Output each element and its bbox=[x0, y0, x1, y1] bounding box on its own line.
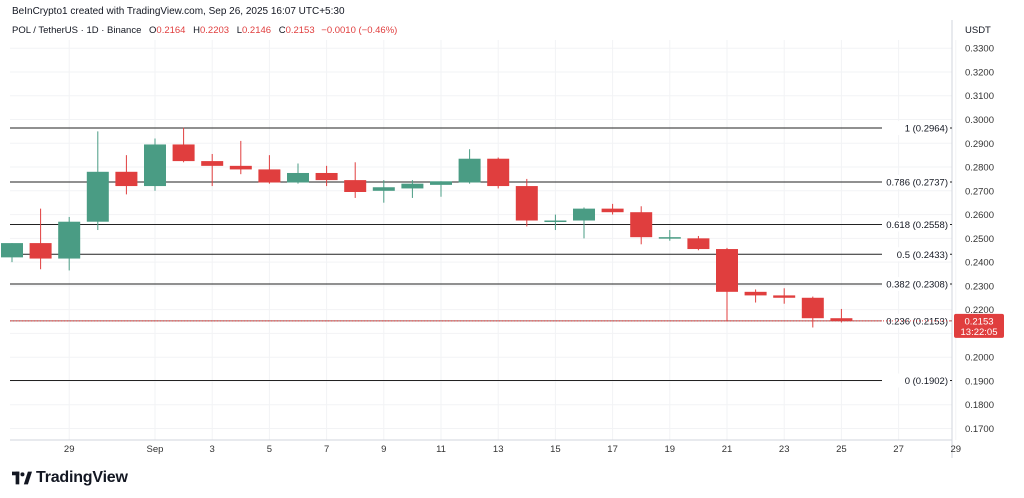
fib-level-label: 0 (0.1902) bbox=[905, 376, 948, 387]
candle-body-down[interactable] bbox=[258, 169, 281, 183]
change-value: −0.0010 (−0.46%) bbox=[321, 25, 398, 36]
low-value: 0.2146 bbox=[241, 25, 272, 36]
price-axis-label: 0.2000 bbox=[965, 353, 994, 364]
time-axis-label: 25 bbox=[836, 444, 847, 455]
time-axis-label: 15 bbox=[550, 444, 561, 455]
price-axis-label: 0.1800 bbox=[965, 400, 994, 411]
time-axis-label: 29 bbox=[951, 444, 962, 455]
low-label: L bbox=[236, 25, 242, 36]
price-axis-label: 0.3000 bbox=[965, 115, 994, 126]
time-axis-label: 29 bbox=[64, 444, 75, 455]
candle-body-down[interactable] bbox=[201, 161, 224, 166]
candle-body-up[interactable] bbox=[573, 208, 595, 221]
candle-body-up[interactable] bbox=[458, 158, 481, 183]
candle-body-down[interactable] bbox=[344, 180, 367, 192]
fib-label-background bbox=[882, 373, 950, 388]
symbol-legend[interactable]: POL / TetherUS · 1D · Binance O0.2164 H0… bbox=[12, 25, 397, 36]
open-value: 0.2164 bbox=[156, 25, 186, 36]
candle-body-up[interactable] bbox=[58, 221, 81, 259]
currency-label[interactable]: USDT bbox=[965, 25, 991, 36]
time-axis-label: 5 bbox=[267, 444, 272, 455]
candle-body-down[interactable] bbox=[630, 212, 653, 238]
fib-level-label: 1 (0.2964) bbox=[905, 124, 948, 135]
candle-body-down[interactable] bbox=[716, 249, 738, 292]
candle-body-down[interactable] bbox=[487, 158, 510, 187]
candle-body-up[interactable] bbox=[372, 187, 395, 191]
fib-level-label: 0.786 (0.2737) bbox=[886, 178, 948, 189]
candle-body-down[interactable] bbox=[229, 165, 252, 170]
price-axis-label: 0.3100 bbox=[965, 91, 994, 102]
price-axis-label: 0.2400 bbox=[965, 258, 994, 269]
time-axis-label: 7 bbox=[324, 444, 329, 455]
candle-body-up[interactable] bbox=[1, 243, 23, 258]
fib-label-background bbox=[882, 121, 950, 136]
price-axis-label: 0.1900 bbox=[965, 376, 994, 387]
last-price-tag-value: 0.2153 bbox=[964, 316, 993, 327]
candle-body-up[interactable] bbox=[287, 172, 309, 183]
candle-body-down[interactable] bbox=[687, 238, 710, 250]
candle-body-up[interactable] bbox=[430, 181, 452, 185]
candle-body-down[interactable] bbox=[773, 295, 796, 298]
candle-body-down[interactable] bbox=[315, 172, 338, 181]
candle-body-down[interactable] bbox=[744, 291, 767, 296]
fib-level-label: 0.618 (0.2558) bbox=[886, 220, 948, 231]
plot-area[interactable] bbox=[10, 40, 952, 440]
candle-body-down[interactable] bbox=[29, 243, 52, 259]
fib-label-background bbox=[882, 175, 950, 190]
price-axis-label: 0.2200 bbox=[965, 305, 994, 316]
fib-label-background bbox=[882, 247, 950, 262]
creator-caption: BeInCrypto1 created with TradingView.com… bbox=[12, 6, 345, 17]
time-axis-label: 17 bbox=[607, 444, 618, 455]
tradingview-logo-icon bbox=[12, 471, 32, 485]
candle-body-up[interactable] bbox=[658, 237, 681, 239]
time-axis-label: 21 bbox=[722, 444, 733, 455]
time-axis-label: 19 bbox=[665, 444, 676, 455]
high-label: H bbox=[193, 25, 200, 36]
fib-level-label: 0.236 (0.2153) bbox=[886, 316, 948, 327]
time-axis-label: 27 bbox=[893, 444, 904, 455]
close-value: 0.2153 bbox=[285, 25, 315, 36]
fib-label-background bbox=[882, 217, 950, 232]
price-axis-label: 0.2600 bbox=[965, 210, 994, 221]
time-axis-label: 3 bbox=[210, 444, 215, 455]
candle-body-down[interactable] bbox=[601, 208, 624, 213]
time-axis-label: 11 bbox=[436, 444, 446, 455]
time-axis-label: Sep bbox=[147, 444, 164, 455]
price-axis-label: 0.2900 bbox=[965, 139, 994, 150]
symbol-name[interactable]: POL / TetherUS · 1D · Binance bbox=[12, 25, 142, 36]
fib-level-label: 0.382 (0.2308) bbox=[886, 279, 948, 290]
price-axis-label: 0.2500 bbox=[965, 234, 994, 245]
candle-body-up[interactable] bbox=[401, 183, 424, 189]
candle-body-down[interactable] bbox=[830, 318, 853, 321]
tradingview-logo-text: TradingView bbox=[36, 469, 128, 486]
time-axis-label: 23 bbox=[779, 444, 790, 455]
candle-body-up[interactable] bbox=[86, 171, 109, 222]
time-axis-label: 13 bbox=[493, 444, 504, 455]
time-axis-label: 9 bbox=[381, 444, 386, 455]
price-axis-label: 0.2800 bbox=[965, 163, 994, 174]
fib-label-background bbox=[882, 276, 950, 291]
candle-body-down[interactable] bbox=[515, 186, 538, 221]
candle-body-down[interactable] bbox=[115, 171, 138, 187]
candle-body-down[interactable] bbox=[801, 297, 824, 319]
price-axis-label: 0.3200 bbox=[965, 67, 994, 78]
last-price-tag[interactable] bbox=[954, 313, 1004, 338]
tradingview-logo[interactable]: TradingView bbox=[12, 468, 128, 488]
price-axis-label: 0.2700 bbox=[965, 186, 994, 197]
candle-body-down[interactable] bbox=[172, 144, 195, 162]
last-price-tag-countdown: 13:22:05 bbox=[961, 327, 998, 338]
price-axis-label: 0.3300 bbox=[965, 44, 994, 55]
high-value: 0.2203 bbox=[199, 25, 230, 36]
open-label: O bbox=[149, 25, 157, 36]
candle-body-up[interactable] bbox=[544, 220, 567, 223]
price-axis-label: 0.2300 bbox=[965, 281, 994, 292]
close-label: C bbox=[278, 25, 286, 36]
fib-level-label: 0.5 (0.2433) bbox=[897, 250, 948, 261]
candle-body-up[interactable] bbox=[144, 144, 166, 187]
price-axis-label: 0.1700 bbox=[965, 424, 994, 435]
